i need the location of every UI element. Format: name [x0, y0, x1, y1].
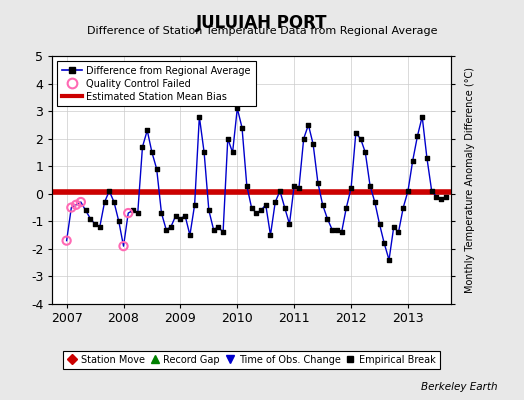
Point [370, 199, 379, 205]
Point [101, 199, 109, 205]
Point [185, 232, 194, 238]
Point [214, 224, 223, 230]
Point [437, 196, 445, 202]
Point [337, 229, 346, 236]
Point [228, 149, 237, 156]
Point [323, 215, 332, 222]
Point [333, 226, 341, 233]
Y-axis label: Monthly Temperature Anomaly Difference (°C): Monthly Temperature Anomaly Difference (… [465, 67, 475, 293]
Point [77, 199, 85, 205]
Point [423, 155, 431, 161]
Point [148, 149, 156, 156]
Point [224, 136, 232, 142]
Text: Berkeley Earth: Berkeley Earth [421, 382, 498, 392]
Point [119, 243, 128, 249]
Point [413, 133, 422, 139]
Point [394, 229, 402, 236]
Point [319, 202, 327, 208]
Legend: Station Move, Record Gap, Time of Obs. Change, Empirical Break: Station Move, Record Gap, Time of Obs. C… [63, 351, 440, 368]
Point [243, 182, 251, 189]
Point [91, 221, 99, 227]
Point [380, 240, 388, 246]
Point [352, 130, 360, 136]
Point [300, 136, 308, 142]
Point [385, 257, 393, 263]
Point [399, 204, 408, 211]
Text: Difference of Station Temperature Data from Regional Average: Difference of Station Temperature Data f… [87, 26, 437, 36]
Point [129, 207, 137, 214]
Point [257, 207, 265, 214]
Point [404, 188, 412, 194]
Point [152, 166, 161, 172]
Point [252, 210, 260, 216]
Point [134, 210, 142, 216]
Point [347, 185, 355, 192]
Point [285, 221, 293, 227]
Point [271, 199, 279, 205]
Point [81, 207, 90, 214]
Point [409, 158, 417, 164]
Point [280, 204, 289, 211]
Point [62, 238, 71, 244]
Point [200, 149, 209, 156]
Point [110, 199, 118, 205]
Point [162, 226, 170, 233]
Point [304, 122, 313, 128]
Point [294, 185, 303, 192]
Point [176, 215, 184, 222]
Point [115, 218, 123, 224]
Point [418, 114, 427, 120]
Point [138, 144, 147, 150]
Point [157, 210, 166, 216]
Point [205, 207, 213, 214]
Point [309, 141, 318, 147]
Point [276, 188, 284, 194]
Point [181, 213, 189, 219]
Point [375, 221, 384, 227]
Point [342, 204, 351, 211]
Point [190, 202, 199, 208]
Point [361, 149, 369, 156]
Point [356, 136, 365, 142]
Point [328, 226, 336, 233]
Point [210, 226, 218, 233]
Point [314, 180, 322, 186]
Point [167, 224, 175, 230]
Point [442, 193, 450, 200]
Point [219, 229, 227, 236]
Point [366, 182, 374, 189]
Point [266, 232, 275, 238]
Point [261, 202, 270, 208]
Point [86, 215, 94, 222]
Point [247, 204, 256, 211]
Point [171, 213, 180, 219]
Text: JULUIAH PORT: JULUIAH PORT [196, 14, 328, 32]
Point [428, 188, 436, 194]
Point [389, 224, 398, 230]
Point [432, 193, 441, 200]
Point [124, 210, 133, 216]
Point [105, 188, 114, 194]
Point [143, 127, 151, 134]
Point [72, 202, 80, 208]
Point [195, 114, 203, 120]
Point [67, 204, 75, 211]
Point [233, 105, 242, 112]
Point [238, 124, 246, 131]
Point [290, 182, 298, 189]
Point [95, 224, 104, 230]
